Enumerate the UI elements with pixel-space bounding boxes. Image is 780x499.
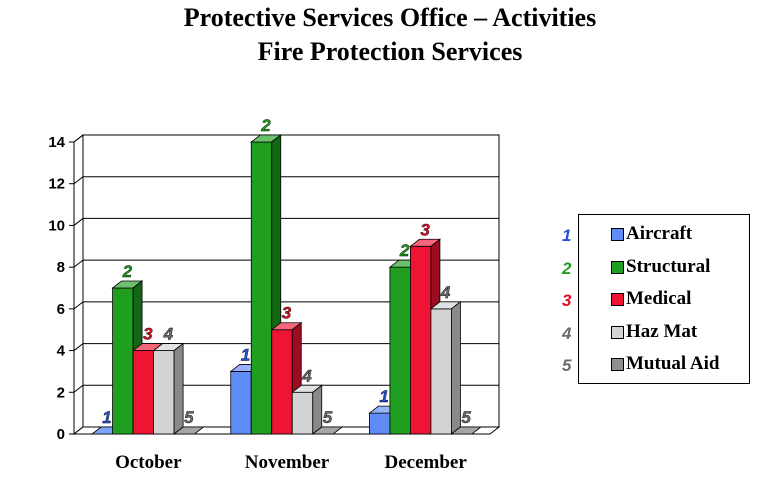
data-label: 4 bbox=[301, 366, 312, 385]
legend-swatch bbox=[611, 228, 624, 241]
data-label: 1 bbox=[379, 387, 388, 406]
data-label: 1 bbox=[102, 408, 111, 427]
legend-swatch bbox=[611, 260, 624, 274]
data-label: 5 bbox=[461, 408, 471, 427]
legend-label: Structural bbox=[626, 255, 711, 277]
legend-swatch bbox=[611, 325, 624, 339]
gridline bbox=[73, 384, 499, 393]
y-tick-label: 4 bbox=[57, 343, 66, 360]
bar-aircraft-november bbox=[230, 371, 252, 435]
data-label: 2 bbox=[399, 241, 410, 260]
legend-label: Aircraft bbox=[626, 223, 693, 244]
bar-side bbox=[173, 342, 184, 435]
bar-medical-november bbox=[271, 329, 293, 435]
legend-number: 4 bbox=[562, 323, 572, 343]
legend-label: Medical bbox=[626, 288, 692, 309]
gridline bbox=[73, 134, 499, 143]
data-label: 2 bbox=[260, 116, 271, 135]
bar-medical-october bbox=[132, 350, 154, 435]
data-label: 5 bbox=[184, 408, 194, 427]
bar-haz-mat-november bbox=[291, 391, 314, 435]
y-tick-label: 0 bbox=[57, 426, 65, 443]
bar-mutual-aid-october bbox=[172, 426, 205, 435]
bar-medical-december bbox=[410, 245, 432, 435]
bar-side bbox=[451, 301, 461, 435]
data-label: 3 bbox=[420, 220, 430, 239]
bar-aircraft-december bbox=[369, 412, 391, 435]
bar-structural-october bbox=[112, 287, 134, 435]
y-tick-label: 10 bbox=[48, 217, 65, 234]
legend-number: 2 bbox=[562, 258, 572, 278]
legend-label: Mutual Aid bbox=[626, 353, 720, 374]
chart-title-line2: Fire Protection Services bbox=[257, 37, 523, 66]
y-tick-label: 6 bbox=[57, 301, 65, 318]
bar-side bbox=[312, 384, 323, 435]
data-label: 4 bbox=[163, 325, 174, 344]
bar-haz-mat-october bbox=[153, 350, 175, 435]
y-tick-label: 8 bbox=[57, 259, 65, 276]
legend-swatch bbox=[611, 293, 624, 306]
x-tick-label: November bbox=[245, 452, 330, 473]
legend-swatch bbox=[611, 358, 624, 371]
bar-mutual-aid-december bbox=[450, 426, 483, 435]
legend-label: Haz Mat bbox=[626, 320, 698, 342]
data-label: 3 bbox=[282, 304, 292, 323]
x-tick-label: October bbox=[115, 452, 182, 473]
gridline bbox=[73, 343, 499, 351]
legend-number: 5 bbox=[562, 356, 572, 375]
legend: Aircraft Structural Medical Haz Mat Mutual A… bbox=[578, 214, 750, 384]
y-tick-label: 12 bbox=[48, 176, 65, 193]
bar-structural-november bbox=[250, 141, 273, 435]
legend-number: 3 bbox=[562, 291, 572, 310]
y-tick-label: 14 bbox=[48, 134, 65, 151]
gridline bbox=[73, 259, 499, 268]
gridline bbox=[73, 217, 499, 226]
data-label: 3 bbox=[143, 325, 153, 344]
legend-number: 1 bbox=[562, 226, 572, 245]
chart-title-line1: Protective Services Office – Activities bbox=[183, 3, 597, 32]
data-label: 1 bbox=[241, 345, 250, 364]
x-tick-label: December bbox=[385, 452, 468, 473]
data-label: 4 bbox=[440, 283, 451, 302]
bar-structural-december bbox=[389, 266, 411, 435]
y-tick-label: 2 bbox=[57, 384, 65, 401]
data-label: 2 bbox=[122, 262, 133, 281]
bar-mutual-aid-november bbox=[311, 426, 344, 435]
gridline bbox=[73, 301, 499, 310]
data-label: 5 bbox=[323, 408, 333, 427]
bar-haz-mat-december bbox=[430, 308, 452, 435]
gridline bbox=[73, 176, 499, 185]
